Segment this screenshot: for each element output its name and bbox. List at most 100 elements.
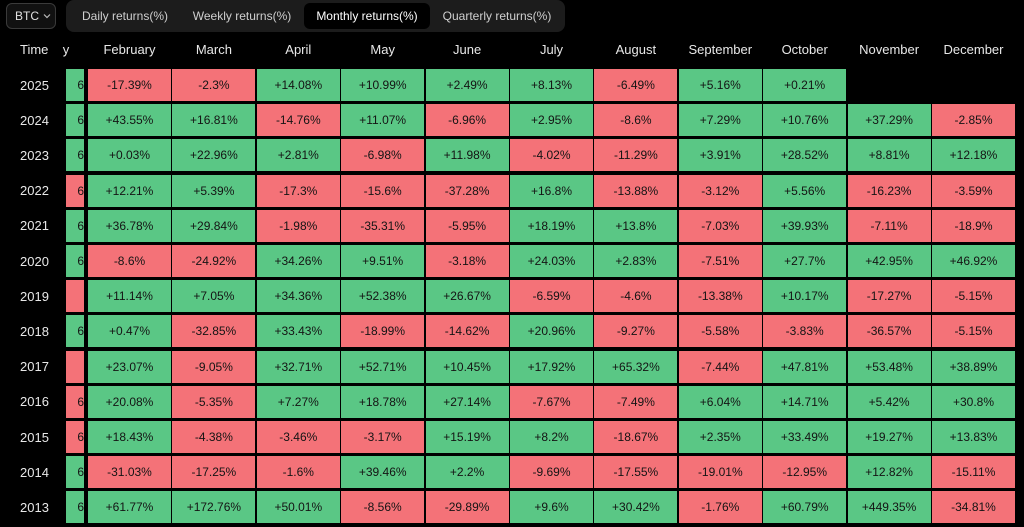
return-cell: -16.23% (847, 174, 931, 207)
tab-label: Daily returns(%) (81, 9, 168, 23)
year-label: 2018 (20, 323, 49, 339)
return-cell: -6.96% (425, 104, 509, 137)
return-cell: +12.21% (88, 174, 171, 207)
return-cell: +32.71% (256, 350, 340, 383)
january-cell-partial: 6 (66, 245, 84, 277)
year-label: 2022 (20, 183, 49, 199)
return-cell: +10.99% (341, 69, 425, 101)
tab-label: Weekly returns(%) (192, 9, 292, 23)
return-cell: +18.43% (88, 421, 171, 453)
year-label: 2016 (20, 394, 49, 410)
month-column-header: April (285, 41, 312, 57)
month-column-header: June (452, 41, 482, 57)
return-cell: +16.8% (510, 174, 593, 207)
return-cell: +52.38% (341, 280, 425, 313)
table-row: 2020 6 -8.6% -24.92% +34.26% +9.51% -3.18% +24.… (0, 244, 1024, 278)
return-cell: +2.2% (425, 456, 509, 489)
asset-select[interactable]: BTC (6, 3, 56, 29)
return-cell: +172.76% (172, 491, 256, 524)
return-cell: +16.81% (172, 104, 256, 137)
return-cell: +8.81% (847, 139, 931, 172)
return-cell: -12.95% (763, 456, 847, 489)
table-row: 2013 6 +61.77% +172.76% +50.01% -8.56% -29.89%… (0, 490, 1024, 524)
month-column-header: November (859, 41, 920, 57)
return-cell: -18.67% (594, 421, 678, 453)
return-cell: +42.95% (847, 245, 931, 277)
return-cell: -4.02% (510, 139, 593, 172)
tab-monthly-returns[interactable]: Monthly returns(%) (304, 3, 430, 29)
return-cell: +65.32% (594, 350, 678, 383)
year-label: 2025 (20, 77, 49, 93)
return-cell: -1.76% (678, 491, 762, 524)
return-cell: +19.27% (847, 421, 931, 453)
tab-daily-returns[interactable]: Daily returns(%) (70, 3, 180, 29)
return-cell: +9.51% (341, 245, 425, 277)
january-cell-partial (66, 350, 84, 383)
return-cell: +38.89% (932, 350, 1015, 383)
return-cell: -5.35% (172, 385, 256, 418)
return-cell: +36.78% (88, 209, 171, 242)
return-cell: -11.29% (594, 139, 678, 172)
return-cell: +43.55% (88, 104, 171, 137)
return-cell: -6.59% (510, 280, 593, 313)
return-cell: -17.39% (88, 69, 171, 101)
return-cell: +26.67% (425, 280, 509, 313)
return-cell: -7.49% (594, 385, 678, 418)
return-cell: +5.42% (847, 385, 931, 418)
january-cell-partial: 6 (66, 491, 84, 524)
january-cell-partial: 6 (66, 139, 84, 172)
return-cell: +29.84% (172, 209, 256, 242)
return-cell: -4.38% (172, 421, 256, 453)
tab-label: Quarterly returns(%) (442, 9, 552, 23)
january-cell-partial: 6 (66, 315, 84, 348)
return-cell: +27.14% (425, 385, 509, 418)
january-cell-partial: 6 (66, 209, 84, 242)
return-cell: +0.03% (88, 139, 171, 172)
return-cell: +8.2% (510, 421, 593, 453)
tab-quarterly-returns[interactable]: Quarterly returns(%) (432, 3, 562, 29)
year-label: 2020 (20, 253, 49, 269)
return-cell: +3.91% (678, 139, 762, 172)
return-cell: +2.49% (425, 69, 509, 101)
return-cell: +53.48% (847, 350, 931, 383)
january-cell-partial: 6 (66, 456, 84, 489)
return-cell: +18.19% (510, 209, 593, 242)
table-header: Time y February March April May June July Augu… (0, 34, 1024, 64)
return-cell: +14.08% (256, 69, 340, 101)
return-cell: -7.03% (678, 209, 762, 242)
return-cell: -5.15% (932, 280, 1015, 313)
return-cell: +60.79% (763, 491, 847, 524)
return-cell: -14.76% (256, 104, 340, 137)
return-cell: +33.49% (763, 421, 847, 453)
table-row: 2015 6 +18.43% -4.38% -3.46% -3.17% +15.19% +8.… (0, 420, 1024, 454)
return-cell: -31.03% (88, 456, 171, 489)
year-label: 2017 (20, 359, 49, 375)
tab-weekly-returns[interactable]: Weekly returns(%) (182, 3, 302, 29)
asset-select-label: BTC (15, 9, 39, 23)
return-cell: +2.83% (594, 245, 678, 277)
return-cell: -29.89% (425, 491, 509, 524)
return-cell: -24.92% (172, 245, 256, 277)
return-cell: +27.7% (763, 245, 847, 277)
month-column-header: December (943, 41, 1004, 57)
return-cell: +47.81% (763, 350, 847, 383)
return-cell: +449.35% (847, 491, 931, 524)
month-column-header: February (103, 41, 156, 57)
month-column-header: September (688, 41, 753, 57)
return-cell: -5.95% (425, 209, 509, 242)
return-cell: +20.96% (510, 315, 593, 348)
return-cell: +11.98% (425, 139, 509, 172)
return-cell: -6.98% (341, 139, 425, 172)
return-cell: +39.93% (763, 209, 847, 242)
return-cell: -13.38% (678, 280, 762, 313)
return-cell: +10.76% (763, 104, 847, 137)
return-cell: +15.19% (425, 421, 509, 453)
table-row: 2021 6 +36.78% +29.84% -1.98% -35.31% -5.95% +1… (0, 209, 1024, 243)
return-cell: +39.46% (341, 456, 425, 489)
table-row: 2016 6 +20.08% -5.35% +7.27% +18.78% +27.14% -7… (0, 385, 1024, 419)
return-cell: +9.6% (510, 491, 593, 524)
return-cell: -1.6% (256, 456, 340, 489)
return-cell: +30.42% (594, 491, 678, 524)
return-cell: -8.6% (88, 245, 171, 277)
year-label: 2015 (20, 429, 49, 445)
